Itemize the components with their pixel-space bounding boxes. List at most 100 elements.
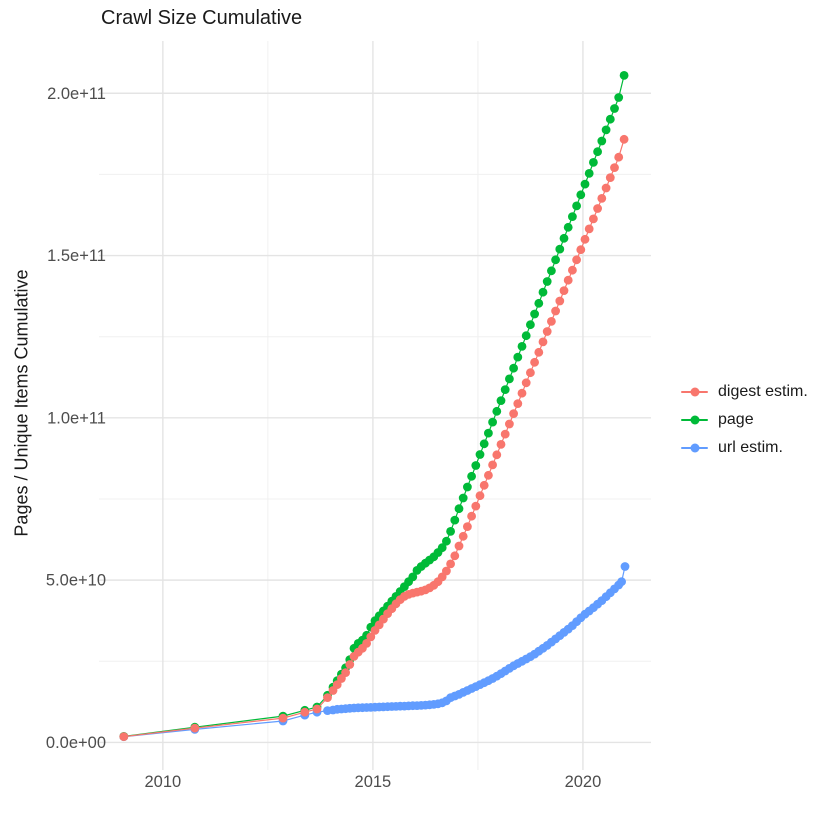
data-point [542, 277, 552, 286]
data-point [547, 317, 556, 326]
legend-key-digest-estim [681, 385, 708, 399]
data-point [505, 419, 514, 429]
data-point [496, 396, 506, 405]
data-series-layer [119, 71, 630, 742]
legend-item-url-estim: url estim. [681, 434, 808, 462]
data-point [584, 224, 594, 234]
data-point [467, 471, 476, 481]
data-point [341, 668, 350, 677]
data-point [492, 406, 502, 416]
data-point [513, 352, 523, 362]
data-point [555, 244, 565, 254]
data-point [521, 331, 531, 341]
data-point [513, 399, 523, 408]
data-point [610, 104, 619, 113]
data-point [614, 152, 624, 162]
data-point [479, 439, 489, 449]
data-point [601, 183, 611, 193]
data-point [500, 429, 510, 439]
legend-dot-icon [690, 443, 699, 453]
data-point [580, 234, 590, 244]
data-point [551, 255, 560, 265]
data-point [555, 296, 565, 306]
x-tick-label: 2020 [565, 773, 602, 791]
data-point [437, 543, 447, 553]
data-point [517, 388, 527, 398]
data-point [458, 531, 468, 541]
data-point [479, 480, 489, 490]
legend-key-url-estim [681, 441, 708, 455]
data-point [446, 527, 455, 536]
gridlines-major [99, 41, 651, 770]
legend-item-digest-estim: digest estim. [681, 378, 808, 406]
data-point [534, 298, 544, 308]
data-point [496, 440, 506, 449]
legend-key-page [681, 413, 708, 427]
legend-dot-icon [690, 387, 699, 397]
data-point [492, 450, 502, 460]
y-tick-label: 5.0e+10 [46, 572, 106, 590]
data-point [442, 566, 451, 576]
data-point [521, 378, 531, 388]
legend-label: url estim. [718, 439, 783, 456]
data-point [610, 163, 619, 173]
data-point [509, 363, 518, 373]
data-point [526, 368, 535, 378]
data-point [534, 347, 544, 357]
data-point [542, 327, 552, 336]
data-point [538, 287, 548, 297]
data-point [559, 286, 569, 295]
data-point [619, 134, 629, 144]
data-point [530, 309, 539, 319]
data-point [450, 551, 460, 561]
data-point [589, 214, 598, 224]
data-point [366, 632, 376, 642]
data-point [614, 93, 624, 102]
data-point [454, 504, 464, 514]
data-point [572, 201, 581, 211]
data-point [323, 693, 332, 702]
data-point [593, 147, 602, 157]
data-point [467, 511, 476, 521]
data-point [619, 71, 629, 80]
data-point [617, 577, 626, 587]
data-point [505, 374, 514, 384]
data-point [345, 660, 355, 669]
data-point [563, 222, 573, 232]
data-point [362, 639, 371, 648]
data-point [530, 357, 539, 367]
data-point [517, 342, 527, 351]
legend-label: digest estim. [718, 383, 808, 400]
x-tick-label: 2010 [144, 773, 181, 791]
y-tick-label: 1.0e+11 [47, 409, 106, 427]
data-point [488, 460, 497, 470]
data-point [568, 212, 577, 222]
data-point [475, 450, 485, 459]
data-point [463, 482, 472, 492]
data-point [408, 572, 418, 582]
data-point [442, 536, 451, 546]
data-point [576, 190, 586, 200]
data-point [620, 562, 630, 571]
data-point [471, 461, 481, 470]
data-point [563, 275, 573, 285]
legend-dot-icon [690, 415, 699, 425]
data-point [484, 428, 493, 438]
data-point [509, 409, 518, 418]
y-tick-label: 0.0e+00 [46, 734, 106, 752]
data-point [605, 114, 615, 124]
data-point [605, 173, 615, 183]
y-tick-label: 2.0e+11 [47, 85, 106, 103]
data-point [119, 732, 129, 741]
data-point [568, 265, 577, 275]
data-point [190, 723, 200, 733]
data-point [312, 704, 322, 714]
legend-item-page: page [681, 406, 808, 434]
axis-tick-labels: 0.0e+00 5.0e+10 1.0e+11 1.5e+11 2.0e+11 2010 2… [46, 85, 601, 791]
data-point [584, 169, 594, 178]
x-tick-label: 2015 [355, 773, 392, 791]
y-axis-title: Pages / Unique Items Cumulative [11, 269, 32, 537]
legend-label: page [718, 411, 754, 428]
